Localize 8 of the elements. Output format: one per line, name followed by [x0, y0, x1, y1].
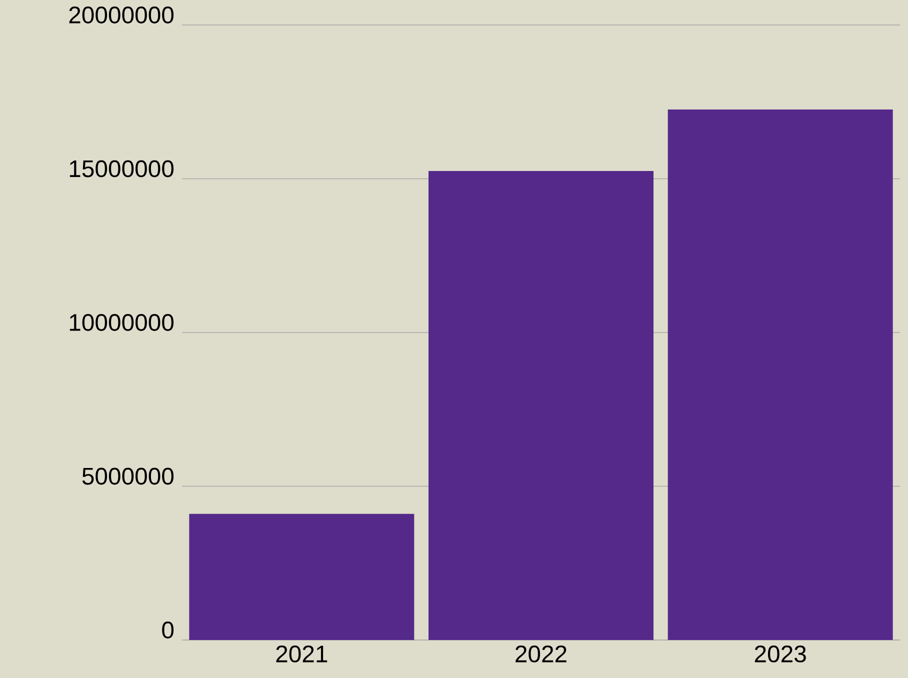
- y-tick-label: 20000000: [69, 6, 174, 24]
- y-tick-label: 15000000: [70, 160, 174, 178]
- y-tick-label: 5000000: [82, 468, 174, 485]
- y-tick-label: 10000000: [70, 314, 174, 331]
- x-tick-label: 2022: [516, 646, 566, 662]
- y-tick-label: 0: [162, 622, 174, 638]
- x-tick-label: 2021: [276, 646, 328, 662]
- x-tick-label: 2023: [754, 646, 806, 662]
